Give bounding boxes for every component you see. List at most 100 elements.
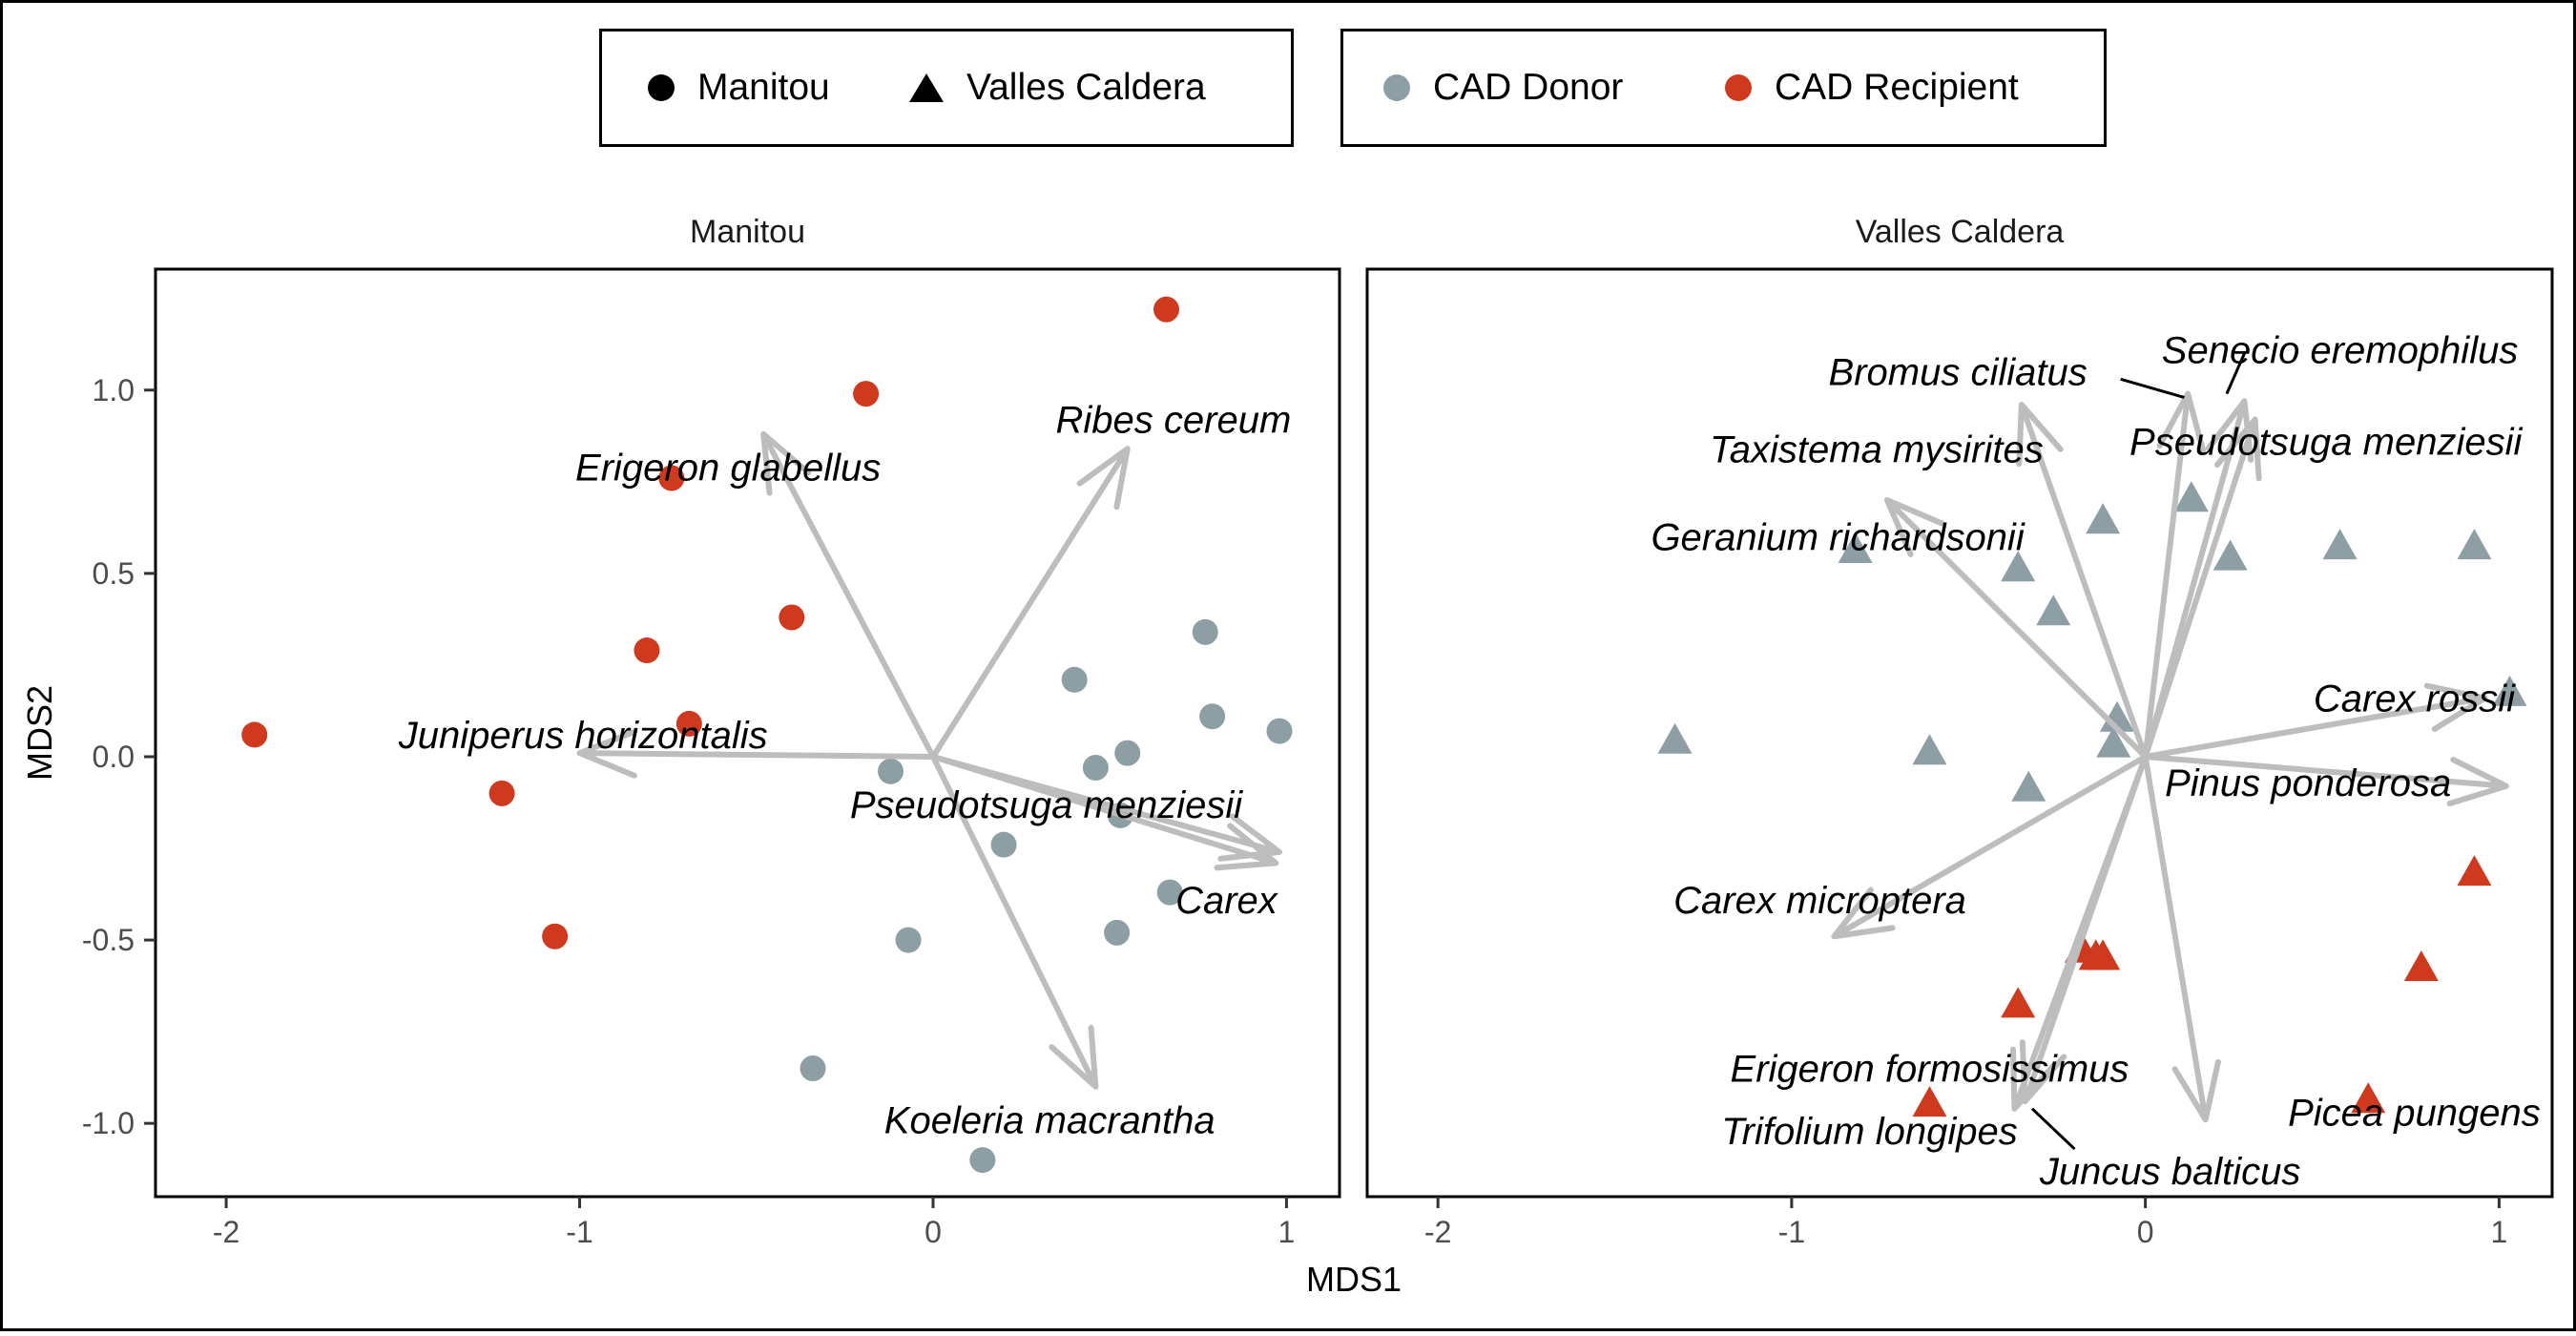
point-recipient xyxy=(542,923,569,950)
vector-arrow-picea-pungens xyxy=(2142,753,2221,1123)
vector-arrow-carex xyxy=(929,753,1279,871)
point-recipient xyxy=(488,780,515,806)
point-recipient xyxy=(1153,296,1179,323)
label-leader-line xyxy=(2030,1107,2076,1151)
vector-arrow-carex-rossii xyxy=(2142,682,2488,760)
point-recipient xyxy=(779,604,805,631)
point-donor xyxy=(1104,919,1131,946)
species-label-ribes-cereum: Ribes cereum xyxy=(1056,400,1292,442)
vector-arrow-bromus-ciliatus xyxy=(2142,390,2207,760)
y-tick-label: 1.0 xyxy=(93,373,135,407)
legend-label-valles-caldera: Valles Caldera xyxy=(966,67,1206,108)
panel-title-manitou: Manitou xyxy=(690,214,805,250)
point-donor xyxy=(990,831,1017,858)
point-donor xyxy=(1657,722,1693,754)
point-donor xyxy=(2322,529,2358,560)
legend-item-cad-donor: CAD Donor xyxy=(1383,31,1623,144)
point-recipient xyxy=(853,381,880,407)
vector-arrow-ribes-cereum xyxy=(929,446,1131,760)
species-label-taxistema-mysirites: Taxistema mysirites xyxy=(1710,428,2044,470)
point-donor xyxy=(1199,703,1226,730)
point-donor xyxy=(969,1147,996,1174)
species-label-juniperus-horizontalis: Juniperus horizontalis xyxy=(398,715,768,757)
x-tick-label: -2 xyxy=(1424,1215,1451,1249)
x-tick-label: -2 xyxy=(213,1215,239,1249)
point-donor xyxy=(878,758,904,784)
point-recipient xyxy=(675,710,702,737)
x-tick-label: 0 xyxy=(924,1215,942,1249)
vector-arrow-carex-microptera xyxy=(1831,753,2149,940)
x-tick-label: 0 xyxy=(2137,1215,2154,1249)
point-donor xyxy=(1912,734,1947,765)
point-recipient xyxy=(2351,1082,2386,1114)
legend-site: Manitou Valles Caldera xyxy=(599,29,1294,147)
species-label-pseudotsuga-menziesii: Pseudotsuga menziesii xyxy=(2129,422,2523,464)
point-donor xyxy=(2457,529,2492,560)
species-label-picea-pungens: Picea pungens xyxy=(2288,1093,2541,1135)
legend-label-cad-donor: CAD Donor xyxy=(1433,67,1624,108)
point-donor xyxy=(1082,754,1109,781)
vector-arrow-taxistema-mysirites xyxy=(2016,402,2149,760)
point-donor xyxy=(2001,551,2036,582)
panel-manitou: Manitou -2 -1 0 1 -1.0 -0.5 0.0 0.5 1.0 Ribes cere… xyxy=(82,214,1341,1249)
vector-arrow-pseudotsuga-menziesii xyxy=(2142,416,2262,760)
x-tick-label: 1 xyxy=(2490,1215,2507,1249)
x-tick-label: -1 xyxy=(566,1215,592,1249)
panel-frame xyxy=(154,267,1341,1199)
y-tick-label: -1.0 xyxy=(82,1106,135,1140)
species-label-juncus-balticus: Juncus balticus xyxy=(2039,1151,2300,1193)
panel-title-valles-caldera: Valles Caldera xyxy=(1856,214,2065,250)
label-leader-line xyxy=(2225,352,2246,395)
point-recipient xyxy=(2001,987,2036,1018)
point-donor xyxy=(1114,740,1141,766)
label-leader-line xyxy=(2120,377,2185,399)
y-axis-title: MDS2 xyxy=(20,685,59,781)
y-tick-label: -0.5 xyxy=(82,923,135,957)
point-donor xyxy=(2212,539,2248,571)
point-recipient xyxy=(1912,1086,1947,1117)
species-label-erigeron-formosissimus: Erigeron formosissimus xyxy=(1731,1049,2129,1091)
point-donor xyxy=(800,1055,826,1082)
triangle-symbol-icon xyxy=(909,73,944,102)
legend-item-cad-recipient: CAD Recipient xyxy=(1725,31,2019,144)
point-donor xyxy=(1061,666,1088,693)
species-label-carex: Carex xyxy=(1175,880,1279,922)
point-donor xyxy=(2086,503,2121,534)
point-donor xyxy=(895,927,922,953)
vector-arrow-koeleria-macrantha xyxy=(929,753,1099,1090)
x-tick-label: 1 xyxy=(1278,1215,1296,1249)
recipient-dot-icon xyxy=(1725,74,1752,101)
point-donor xyxy=(2492,675,2527,706)
vector-arrow-geranium-richardsonii xyxy=(1884,497,2149,760)
species-label-pinus-ponderosa: Pinus ponderosa xyxy=(2165,762,2451,804)
legend-group: CAD Donor CAD Recipient xyxy=(1340,29,2107,147)
y-tick-label: 0.5 xyxy=(93,556,135,591)
species-label-pseudotsuga-menziesii: Pseudotsuga menziesii xyxy=(850,784,1243,826)
species-label-carex-microptera: Carex microptera xyxy=(1673,880,1966,922)
point-donor xyxy=(2173,481,2209,512)
panel-frame xyxy=(1365,267,2554,1199)
legend-label-manitou: Manitou xyxy=(697,67,830,108)
donor-dot-icon xyxy=(1383,74,1410,101)
species-label-geranium-richardsonii: Geranium richardsonii xyxy=(1651,516,2025,558)
circle-symbol-icon xyxy=(648,74,675,101)
vector-arrow-erigeron-glabellus xyxy=(760,430,936,760)
point-recipient xyxy=(2086,939,2121,971)
point-recipient xyxy=(2403,950,2439,981)
x-axis-title: MDS1 xyxy=(1306,1260,1402,1299)
panel-valles-caldera: Valles Caldera -2 -1 0 1 Bromus ciliatus Senec… xyxy=(1365,214,2554,1249)
point-recipient xyxy=(2457,855,2492,887)
point-recipient xyxy=(241,721,268,748)
vector-arrow-pinus-ponderosa xyxy=(2142,753,2509,806)
vector-arrow-juniperus-horizontalis xyxy=(576,728,936,779)
point-recipient xyxy=(658,465,685,491)
species-label-trifolium-longipes: Trifolium longipes xyxy=(1721,1111,2018,1153)
y-tick-label: 0.0 xyxy=(93,740,135,774)
point-donor xyxy=(1266,718,1293,744)
point-donor xyxy=(1192,618,1218,645)
point-donor xyxy=(2036,595,2071,626)
point-donor xyxy=(1156,879,1183,906)
x-tick-label: -1 xyxy=(1778,1215,1805,1249)
